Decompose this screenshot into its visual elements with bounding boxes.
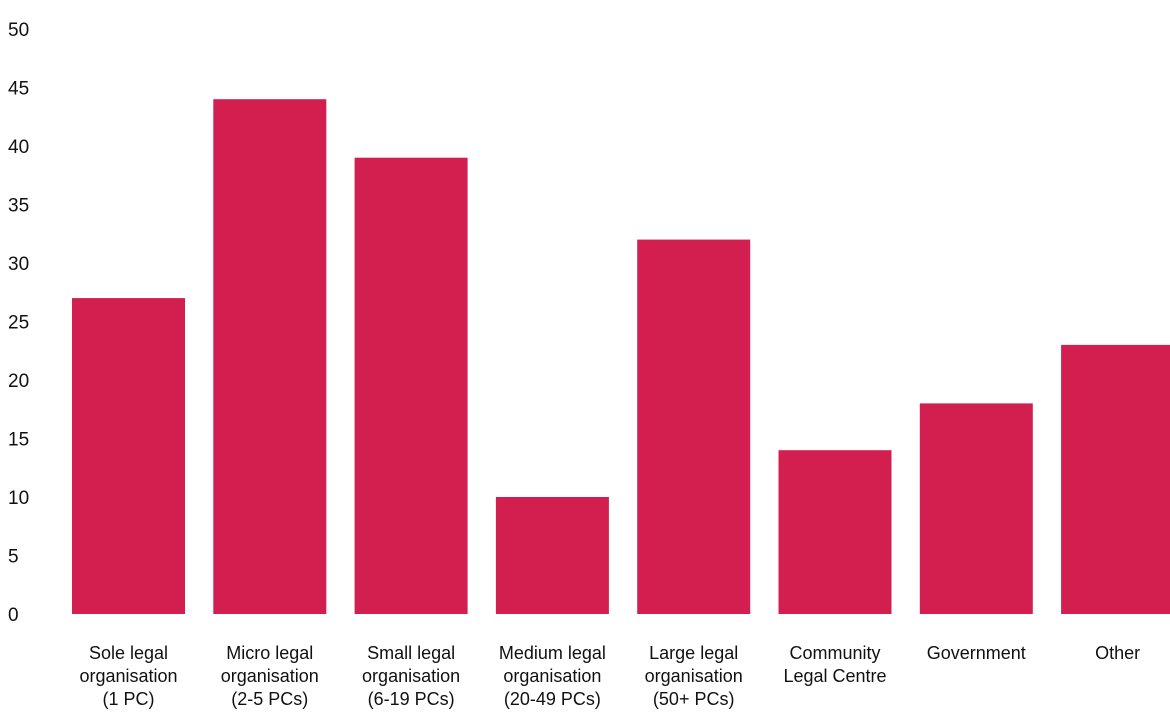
x-category-label-line: Other (1095, 643, 1140, 663)
x-category-label-line: (6-19 PCs) (368, 689, 455, 709)
x-category-label: Sole legal organisation (1 PC) (79, 643, 177, 709)
y-tick-label: 5 (8, 547, 19, 568)
x-category-label: Government (927, 643, 1026, 663)
x-category-label-line: Government (927, 643, 1026, 663)
bar (1061, 344, 1170, 614)
x-category-label-line: (20-49 PCs) (504, 689, 601, 709)
bar (354, 157, 468, 614)
x-category-label-line: (2-5 PCs) (231, 689, 308, 709)
x-category-label-line: Legal Centre (783, 666, 886, 686)
bar (72, 298, 185, 614)
y-tick-label: 50 (8, 20, 29, 41)
y-tick-label: 20 (8, 371, 29, 392)
x-category-label-line: (1 PC) (102, 689, 154, 709)
y-tick-label: 35 (8, 196, 29, 217)
y-tick-label: 0 (8, 605, 19, 626)
x-category-label-line: Small legal (367, 643, 455, 663)
x-category-label: Large legal organisation (50+ PCs) (645, 643, 743, 709)
bar (495, 497, 609, 614)
x-category-label: Small legal organisation (6-19 PCs) (362, 643, 460, 709)
x-category-label-line: Community (789, 643, 880, 663)
x-category-label-line: Sole legal (89, 643, 168, 663)
x-category-label-line: organisation (645, 666, 743, 686)
x-category-label-line: Medium legal (499, 643, 606, 663)
x-category-label-line: Micro legal (226, 643, 313, 663)
y-tick-label: 15 (8, 430, 29, 451)
y-tick-label: 45 (8, 79, 29, 100)
y-tick-label: 10 (8, 488, 29, 509)
x-category-label: Community Legal Centre (783, 643, 886, 686)
x-category-label-line: Large legal (649, 643, 738, 663)
x-category-label-line: organisation (362, 666, 460, 686)
bar (637, 239, 751, 614)
y-tick-label: 40 (8, 137, 29, 158)
y-tick-label: 25 (8, 313, 29, 334)
x-category-label-line: organisation (79, 666, 177, 686)
bar (213, 99, 327, 614)
x-category-label-line: organisation (221, 666, 319, 686)
x-axis-labels: Sole legal organisation (1 PC) Micro legal o… (79, 643, 1140, 709)
bar (778, 450, 892, 614)
y-tick-label: 30 (8, 254, 29, 275)
x-category-label-line: (50+ PCs) (653, 689, 735, 709)
bar (919, 403, 1033, 614)
x-category-label: Micro legal organisation (2-5 PCs) (221, 643, 319, 709)
x-category-label-line: organisation (503, 666, 601, 686)
bars (72, 99, 1170, 614)
x-category-label: Other (1095, 643, 1140, 663)
x-category-label: Medium legal organisation (20-49 PCs) (499, 643, 606, 709)
y-axis-ticks: 0 5 10 15 20 25 30 35 40 45 50 (8, 20, 29, 626)
